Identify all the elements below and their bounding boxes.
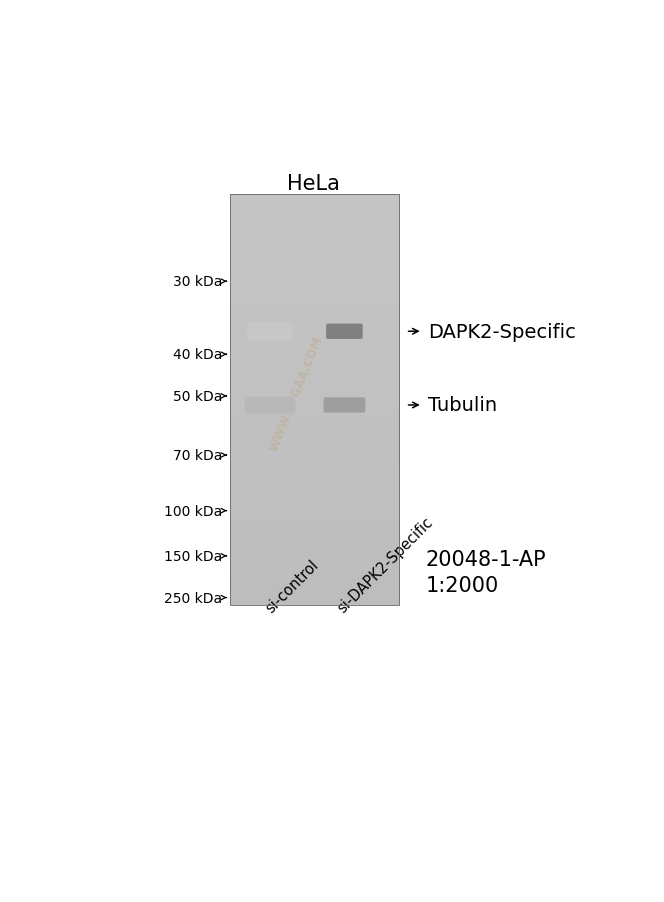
- Text: 70 kDa: 70 kDa: [173, 448, 222, 463]
- Bar: [230, 195, 400, 605]
- FancyBboxPatch shape: [247, 322, 292, 342]
- Text: si-control: si-control: [263, 557, 321, 615]
- FancyBboxPatch shape: [244, 397, 295, 414]
- FancyBboxPatch shape: [326, 324, 363, 339]
- Text: 40 kDa: 40 kDa: [173, 348, 222, 362]
- Text: 20048-1-AP
1:2000: 20048-1-AP 1:2000: [425, 549, 546, 595]
- Text: DAPK2-Specific: DAPK2-Specific: [428, 322, 576, 341]
- Text: HeLa: HeLa: [287, 174, 340, 194]
- Text: 30 kDa: 30 kDa: [173, 275, 222, 289]
- Text: WWW.PTGAA.COM: WWW.PTGAA.COM: [268, 334, 325, 452]
- Text: Tubulin: Tubulin: [428, 396, 497, 415]
- FancyBboxPatch shape: [323, 398, 365, 413]
- Text: 100 kDa: 100 kDa: [164, 504, 222, 518]
- Text: 50 kDa: 50 kDa: [173, 390, 222, 403]
- Text: si-DAPK2-Specific: si-DAPK2-Specific: [335, 514, 436, 615]
- Text: 250 kDa: 250 kDa: [164, 591, 222, 605]
- Text: 150 kDa: 150 kDa: [164, 549, 222, 563]
